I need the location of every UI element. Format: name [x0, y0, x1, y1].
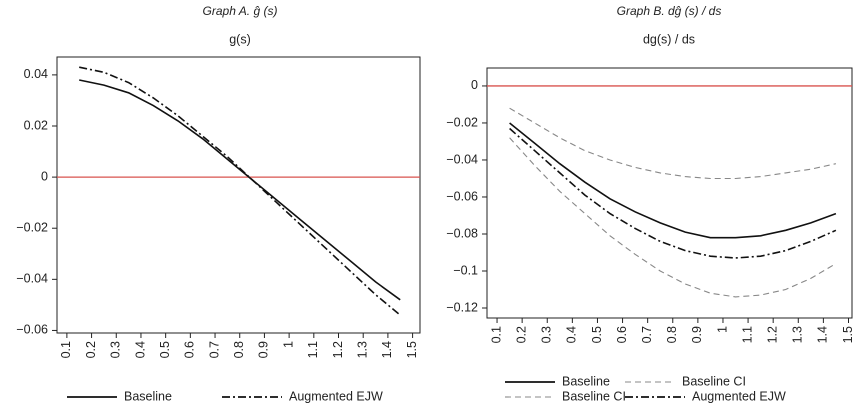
- legend-label: Augmented EJW: [289, 389, 383, 403]
- series-line: [509, 137, 837, 298]
- series-line: [509, 127, 837, 259]
- x-tick-label: 0.2: [514, 326, 528, 343]
- x-tick-label: 1.3: [356, 341, 370, 358]
- x-tick-label: 0.5: [590, 326, 604, 343]
- y-tick-label: −0.02: [446, 115, 478, 129]
- legend-label: Baseline CI: [562, 389, 626, 403]
- x-tick-label: 0.6: [183, 341, 197, 358]
- legend-label: Augmented EJW: [692, 389, 786, 403]
- y-tick-label: −0.06: [446, 189, 478, 203]
- x-tick-label: 0.4: [133, 341, 147, 358]
- series-line: [509, 107, 837, 180]
- y-tick-label: −0.1: [453, 263, 478, 277]
- x-tick-label: 1.1: [306, 341, 320, 358]
- x-tick-label: 1: [281, 341, 295, 348]
- y-tick-label: −0.12: [446, 300, 478, 314]
- x-tick-label: 0.7: [207, 341, 221, 358]
- x-tick-label: 0.7: [640, 326, 654, 343]
- x-tick-label: 0.5: [158, 341, 172, 358]
- plot-frame: [486, 67, 853, 319]
- x-tick-label: 1.5: [841, 326, 855, 343]
- x-tick-label: 1.4: [816, 326, 830, 343]
- chart-title: Graph B. dĝ (s) / ds: [617, 4, 722, 18]
- chart-title: Graph A. ĝ (s): [203, 4, 278, 18]
- x-tick-label: 0.3: [540, 326, 554, 343]
- x-tick-label: 0.2: [84, 341, 98, 358]
- legend-label: Baseline: [124, 389, 172, 403]
- y-tick-label: −0.04: [446, 152, 478, 166]
- chart-subtitle: g(s): [229, 32, 251, 46]
- y-tick-label: −0.02: [16, 221, 48, 235]
- x-tick-label: 1.3: [791, 326, 805, 343]
- legend-label: Baseline: [562, 374, 610, 388]
- x-tick-label: 0.1: [489, 326, 503, 343]
- x-tick-label: 0.3: [109, 341, 123, 358]
- x-tick-label: 1.2: [331, 341, 345, 358]
- legend-label: Baseline CI: [682, 374, 746, 388]
- y-tick-label: −0.04: [16, 272, 48, 286]
- x-tick-label: 1.2: [765, 326, 779, 343]
- x-tick-label: 0.4: [565, 326, 579, 343]
- x-tick-label: 0.6: [615, 326, 629, 343]
- y-tick-label: 0: [41, 169, 48, 183]
- y-tick-label: 0: [471, 78, 478, 92]
- x-tick-label: 1: [715, 326, 729, 333]
- y-tick-label: −0.08: [446, 226, 478, 240]
- x-tick-label: 1.1: [740, 326, 754, 343]
- series-line: [509, 122, 837, 239]
- x-tick-label: 0.1: [59, 341, 73, 358]
- y-tick-label: 0.04: [24, 67, 48, 81]
- y-tick-label: 0.02: [24, 118, 48, 132]
- x-tick-label: 0.9: [690, 326, 704, 343]
- plot-frame: [56, 56, 421, 334]
- series-line: [79, 79, 401, 301]
- x-tick-label: 1.5: [405, 341, 419, 358]
- x-tick-label: 0.9: [257, 341, 271, 358]
- chart-subtitle: dg(s) / ds: [643, 32, 695, 46]
- y-tick-label: −0.06: [16, 323, 48, 337]
- x-tick-label: 0.8: [665, 326, 679, 343]
- x-tick-label: 1.4: [380, 341, 394, 358]
- series-line: [79, 66, 401, 316]
- x-tick-label: 0.8: [232, 341, 246, 358]
